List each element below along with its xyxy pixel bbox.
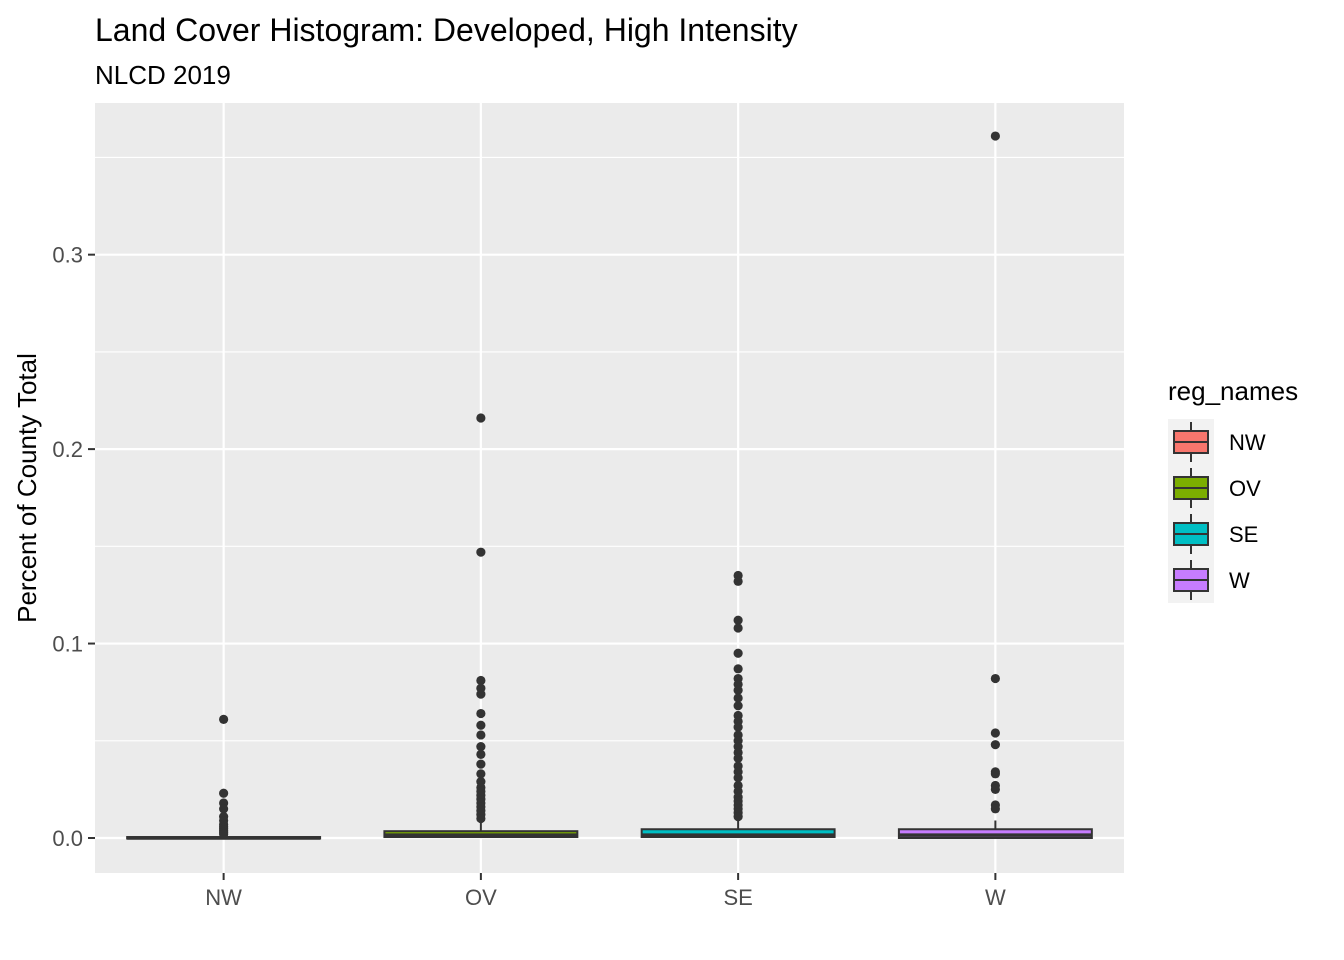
outlier-point (476, 547, 486, 557)
plot-panel (95, 103, 1124, 873)
outlier-point (733, 623, 743, 633)
outlier-point (733, 722, 743, 732)
chart-subtitle: NLCD 2019 (95, 60, 231, 90)
outlier-point (476, 708, 486, 719)
outlier-point (733, 812, 743, 822)
box-body (640, 828, 836, 839)
x-tick-label: OV (465, 885, 497, 910)
y-axis-label: Percent of County Total (12, 353, 42, 623)
chart-title: Land Cover Histogram: Developed, High In… (95, 12, 798, 48)
outlier-point (733, 664, 743, 674)
legend-label: SE (1229, 522, 1258, 547)
outlier-point (476, 413, 486, 423)
outlier-point (990, 784, 1000, 794)
outlier-point (476, 675, 486, 686)
y-tick-label: 0.3 (52, 243, 83, 268)
outlier-point (990, 131, 1000, 141)
box-nw (126, 714, 322, 840)
outlier-point (476, 720, 486, 730)
outlier-point (476, 769, 486, 779)
outlier-point (733, 701, 743, 711)
legend-label: NW (1229, 430, 1266, 455)
outlier-point (476, 730, 486, 740)
outlier-point (733, 576, 743, 586)
outlier-point (476, 813, 486, 824)
outlier-point (733, 615, 743, 625)
legend-item-w: W (1168, 557, 1250, 603)
y-tick-label: 0.0 (52, 826, 83, 851)
outlier-point (990, 804, 1000, 814)
outlier-point (476, 689, 486, 699)
x-tick-label: W (985, 885, 1006, 910)
legend-item-nw: NW (1168, 419, 1266, 465)
outlier-point (733, 693, 743, 703)
legend-item-se: SE (1168, 511, 1258, 557)
outlier-point (733, 685, 743, 695)
legend-label: W (1229, 568, 1250, 593)
outlier-point (476, 742, 486, 752)
y-tick-label: 0.1 (52, 632, 83, 657)
outlier-point (476, 759, 486, 769)
outlier-point (990, 673, 1000, 684)
legend-label: OV (1229, 476, 1261, 501)
outlier-point (733, 753, 743, 763)
box-se (640, 570, 836, 839)
legend: NW OV SE W (1168, 419, 1266, 603)
outlier-point (219, 714, 229, 724)
boxes-layer (126, 131, 1093, 840)
outlier-point (219, 829, 229, 839)
y-axis: 0.0 0.1 0.2 0.3 (52, 243, 95, 851)
outlier-point (219, 804, 229, 814)
legend-item-ov: OV (1168, 465, 1261, 511)
outlier-point (990, 728, 1000, 738)
x-tick-label: SE (723, 885, 752, 910)
box-ov (383, 413, 579, 839)
outlier-point (476, 749, 486, 759)
x-tick-label: NW (205, 885, 242, 910)
outlier-point (990, 769, 1000, 779)
y-tick-label: 0.2 (52, 437, 83, 462)
x-axis: NW OV SE W (205, 873, 1006, 910)
outlier-point (990, 740, 1000, 750)
outlier-point (733, 773, 743, 783)
outlier-point (733, 648, 743, 658)
outlier-point (219, 788, 229, 798)
legend-title: reg_names (1168, 376, 1298, 406)
box-w (897, 131, 1093, 839)
